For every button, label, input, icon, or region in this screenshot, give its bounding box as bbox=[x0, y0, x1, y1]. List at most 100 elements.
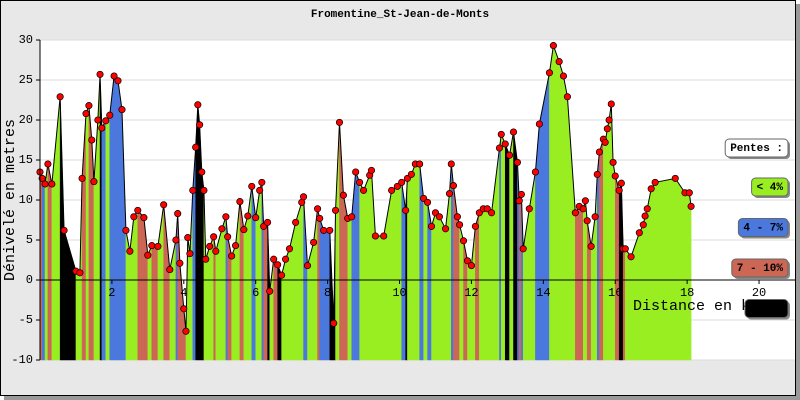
slope-segment bbox=[618, 183, 622, 361]
legend-item-box bbox=[731, 258, 789, 278]
slope-segment bbox=[689, 192, 692, 361]
slope-segment bbox=[675, 177, 686, 361]
point bbox=[505, 151, 514, 159]
slope-segment bbox=[151, 245, 159, 361]
y-tick-label: 20 bbox=[19, 113, 33, 127]
point bbox=[240, 226, 248, 234]
point bbox=[282, 255, 290, 263]
slope-segment bbox=[47, 163, 53, 361]
point bbox=[78, 174, 86, 182]
point bbox=[483, 205, 491, 213]
point bbox=[380, 232, 388, 240]
point bbox=[639, 221, 647, 229]
x-tick-label: 4 bbox=[180, 286, 187, 300]
point bbox=[555, 58, 563, 66]
point bbox=[110, 72, 118, 80]
point bbox=[310, 238, 318, 246]
point bbox=[166, 266, 174, 274]
point bbox=[435, 213, 443, 221]
point bbox=[285, 245, 294, 253]
point bbox=[513, 158, 521, 166]
point bbox=[60, 226, 68, 234]
point bbox=[56, 93, 64, 101]
slope-segment bbox=[457, 216, 460, 361]
point bbox=[449, 182, 458, 190]
point bbox=[264, 218, 272, 226]
point bbox=[126, 247, 134, 255]
point bbox=[236, 198, 244, 206]
slope-segment bbox=[684, 192, 690, 361]
point bbox=[256, 186, 264, 194]
point bbox=[388, 186, 396, 194]
point bbox=[212, 247, 220, 255]
slope-segment bbox=[133, 209, 139, 361]
point bbox=[356, 178, 364, 186]
point bbox=[196, 121, 204, 129]
slope-segment bbox=[603, 138, 606, 361]
point bbox=[447, 160, 455, 168]
x-tick-label: 2 bbox=[108, 286, 115, 300]
point bbox=[535, 120, 543, 128]
y-axis-label: Dénivelé en metres bbox=[2, 119, 19, 281]
point bbox=[144, 251, 152, 259]
slope-segment bbox=[431, 212, 436, 361]
point bbox=[467, 262, 475, 270]
chart-title: Fromentine_St-Jean-de-Monts bbox=[311, 9, 489, 21]
point bbox=[593, 170, 601, 178]
slope-segment bbox=[423, 197, 428, 361]
y-tick-label: 10 bbox=[19, 193, 33, 207]
slope-segment bbox=[243, 215, 249, 361]
slope-segment bbox=[105, 114, 110, 361]
slope-segment bbox=[273, 258, 278, 361]
point bbox=[497, 130, 505, 138]
point bbox=[685, 189, 693, 197]
point bbox=[210, 233, 218, 241]
slope-segment bbox=[486, 208, 492, 361]
point bbox=[488, 209, 496, 217]
point bbox=[453, 213, 461, 221]
point bbox=[591, 213, 599, 221]
slope-segment bbox=[654, 178, 676, 361]
slope-segment bbox=[301, 196, 304, 361]
x-axis-label: Distance en km bbox=[633, 298, 759, 315]
point bbox=[331, 206, 340, 214]
slope-segment bbox=[415, 163, 420, 361]
point bbox=[154, 242, 162, 250]
point bbox=[371, 232, 379, 240]
point bbox=[647, 185, 655, 193]
slope-segment bbox=[363, 175, 370, 361]
point bbox=[248, 182, 256, 190]
point bbox=[85, 102, 93, 110]
point bbox=[38, 174, 46, 182]
point bbox=[445, 190, 454, 198]
slope-segment bbox=[277, 264, 282, 361]
point bbox=[41, 180, 49, 188]
slope-segment bbox=[501, 134, 506, 361]
slope-segment bbox=[579, 205, 584, 361]
slope-segment bbox=[407, 173, 412, 361]
slope-segment bbox=[101, 120, 107, 361]
point bbox=[106, 111, 114, 119]
point bbox=[501, 140, 509, 148]
slope-segment bbox=[639, 224, 644, 361]
point bbox=[292, 218, 300, 226]
point bbox=[416, 160, 424, 168]
point bbox=[160, 201, 168, 209]
y-tick-label: 0 bbox=[26, 273, 33, 287]
point bbox=[228, 252, 236, 260]
slope-segment bbox=[369, 170, 372, 361]
point bbox=[88, 136, 96, 144]
point bbox=[174, 210, 182, 218]
point bbox=[611, 172, 619, 180]
point bbox=[615, 186, 623, 194]
slope-segment bbox=[231, 245, 236, 361]
slope-segment bbox=[435, 212, 440, 361]
slope-segment bbox=[607, 119, 610, 361]
slope-segment bbox=[355, 171, 360, 361]
legend-item-box bbox=[737, 218, 789, 237]
point bbox=[587, 242, 595, 250]
point bbox=[517, 190, 525, 198]
legend-item-text: > 10% bbox=[750, 303, 783, 315]
legend-title-box bbox=[724, 138, 789, 158]
x-tick-label: 18 bbox=[680, 286, 694, 300]
